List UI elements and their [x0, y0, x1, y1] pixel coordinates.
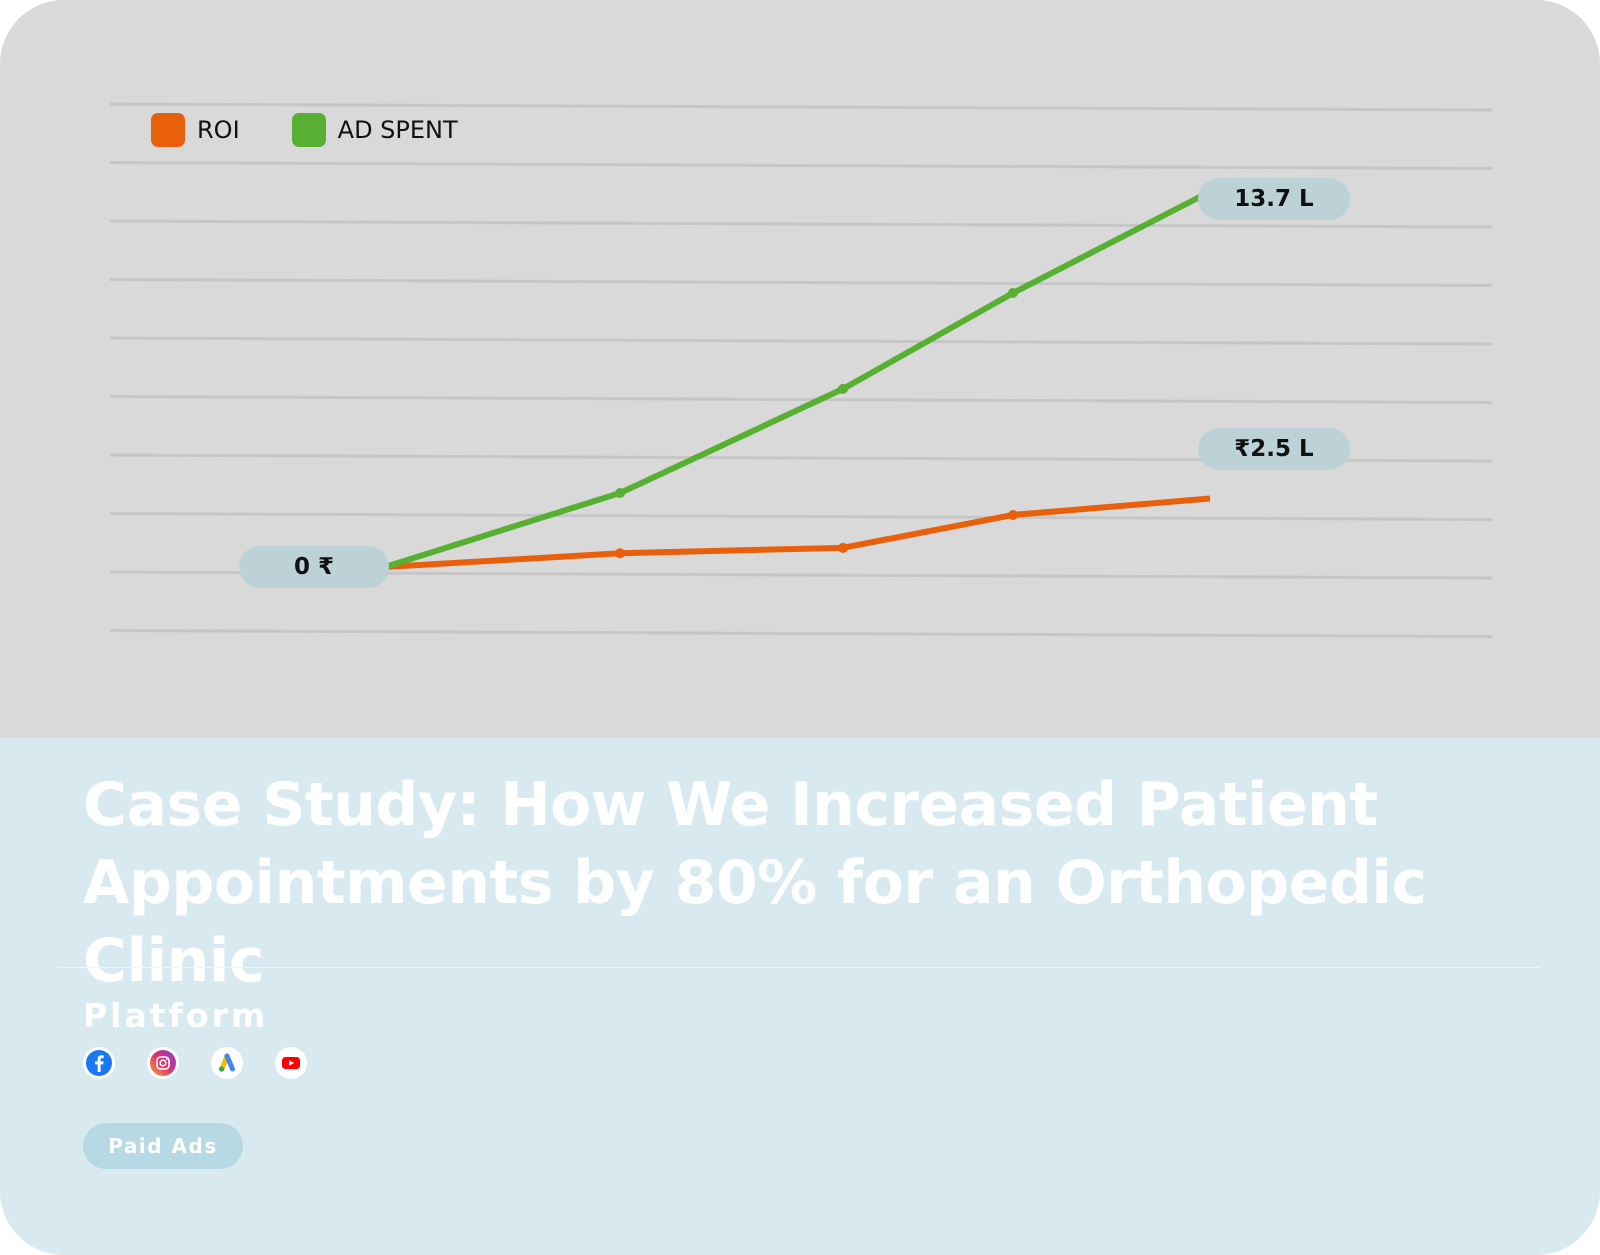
legend-item-roi: ROI [151, 113, 240, 147]
data-label-ad-spent-end: 13.7 L [1198, 178, 1350, 220]
chart-legend: ROI AD SPENT [151, 113, 510, 147]
data-point-ad-spent [615, 488, 625, 499]
gridline [109, 395, 1493, 404]
legend-swatch-ad-spent [291, 113, 326, 147]
legend-item-ad-spent: AD SPENT [291, 113, 458, 147]
data-point-ad-spent [838, 383, 848, 394]
gridline [109, 161, 1493, 170]
legend-label-ad-spent: AD SPENT [337, 116, 458, 144]
legend-label-roi: ROI [197, 116, 240, 144]
gridline [109, 336, 1493, 346]
series-line-roi [384, 495, 1211, 570]
gridline [109, 219, 1493, 229]
line-chart [109, 102, 1493, 638]
platform-label: Platform [83, 996, 269, 1035]
youtube-icon [275, 1047, 307, 1079]
paid-ads-tag[interactable]: Paid Ads [83, 1123, 243, 1169]
data-point-ad-spent [1008, 288, 1018, 298]
legend-swatch-roi [151, 113, 185, 147]
google-ads-icon [211, 1047, 243, 1079]
data-point-roi [615, 548, 625, 559]
gridline [109, 278, 1493, 287]
data-label-roi-end: ₹2.5 L [1198, 428, 1350, 470]
card-content: Case Study: How We Increased Patient App… [0, 738, 1600, 1255]
data-point-roi [1008, 509, 1018, 520]
gridline [109, 102, 1493, 112]
case-study-title[interactable]: Case Study: How We Increased Patient App… [83, 770, 1427, 996]
facebook-icon [83, 1047, 115, 1079]
instagram-icon [147, 1047, 179, 1079]
gridline [109, 512, 1493, 521]
data-label-start: 0 ₹ [239, 546, 389, 588]
data-point-roi [838, 542, 848, 553]
gridline [109, 629, 1493, 638]
chart-area: ROI AD SPENT 0 ₹ 13.7 L ₹2.5 L [0, 0, 1600, 738]
divider [58, 967, 1540, 968]
